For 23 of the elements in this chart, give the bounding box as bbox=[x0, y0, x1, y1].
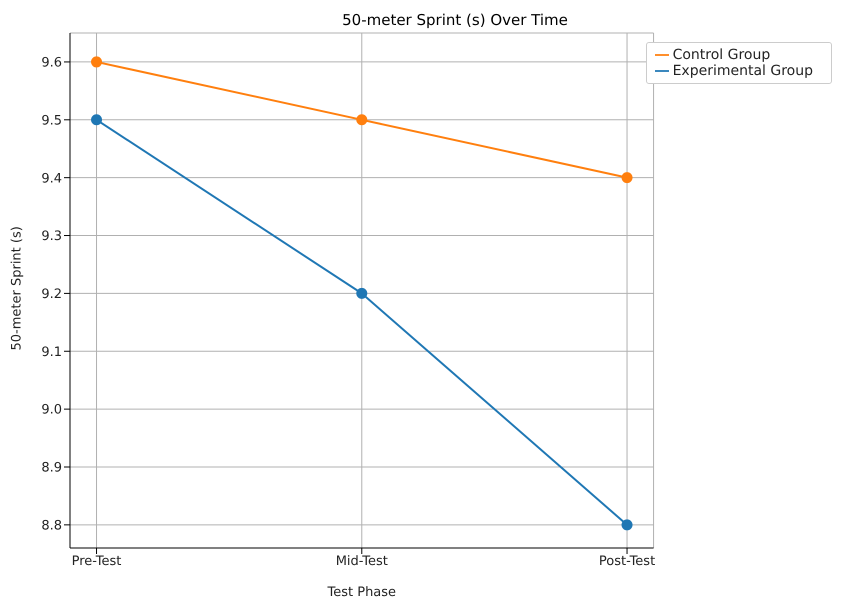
x-tick-label: Mid-Test bbox=[336, 554, 388, 570]
point bbox=[91, 56, 102, 68]
x-tick-label: Post-Test bbox=[598, 554, 656, 570]
y-tick-label: 8.8 bbox=[41, 518, 62, 534]
point bbox=[622, 172, 633, 184]
point bbox=[356, 288, 368, 299]
x-tick-label: Pre-Test bbox=[72, 554, 122, 570]
y-axis-title: 50-meter Sprint (s) bbox=[10, 226, 25, 350]
y-tick-label: 9.0 bbox=[41, 402, 62, 418]
y-tick-label: 9.4 bbox=[41, 171, 62, 186]
point bbox=[91, 114, 102, 126]
point bbox=[622, 519, 633, 530]
x-axis-title: Test Phase bbox=[326, 585, 396, 600]
y-tick-label: 9.2 bbox=[41, 287, 62, 302]
legend-label: Experimental Group bbox=[672, 63, 813, 79]
y-tick-label: 9.1 bbox=[41, 344, 62, 360]
chart-title: 50-meter Sprint (s) Over Time bbox=[341, 10, 569, 31]
legend-label: Control Group bbox=[672, 47, 770, 63]
y-tick-label: 9.3 bbox=[41, 229, 62, 244]
y-tick-label: 8.9 bbox=[41, 460, 62, 476]
y-tick-label: 9.6 bbox=[41, 56, 62, 71]
y-tick-label: 9.5 bbox=[41, 113, 62, 128]
point bbox=[356, 114, 368, 126]
